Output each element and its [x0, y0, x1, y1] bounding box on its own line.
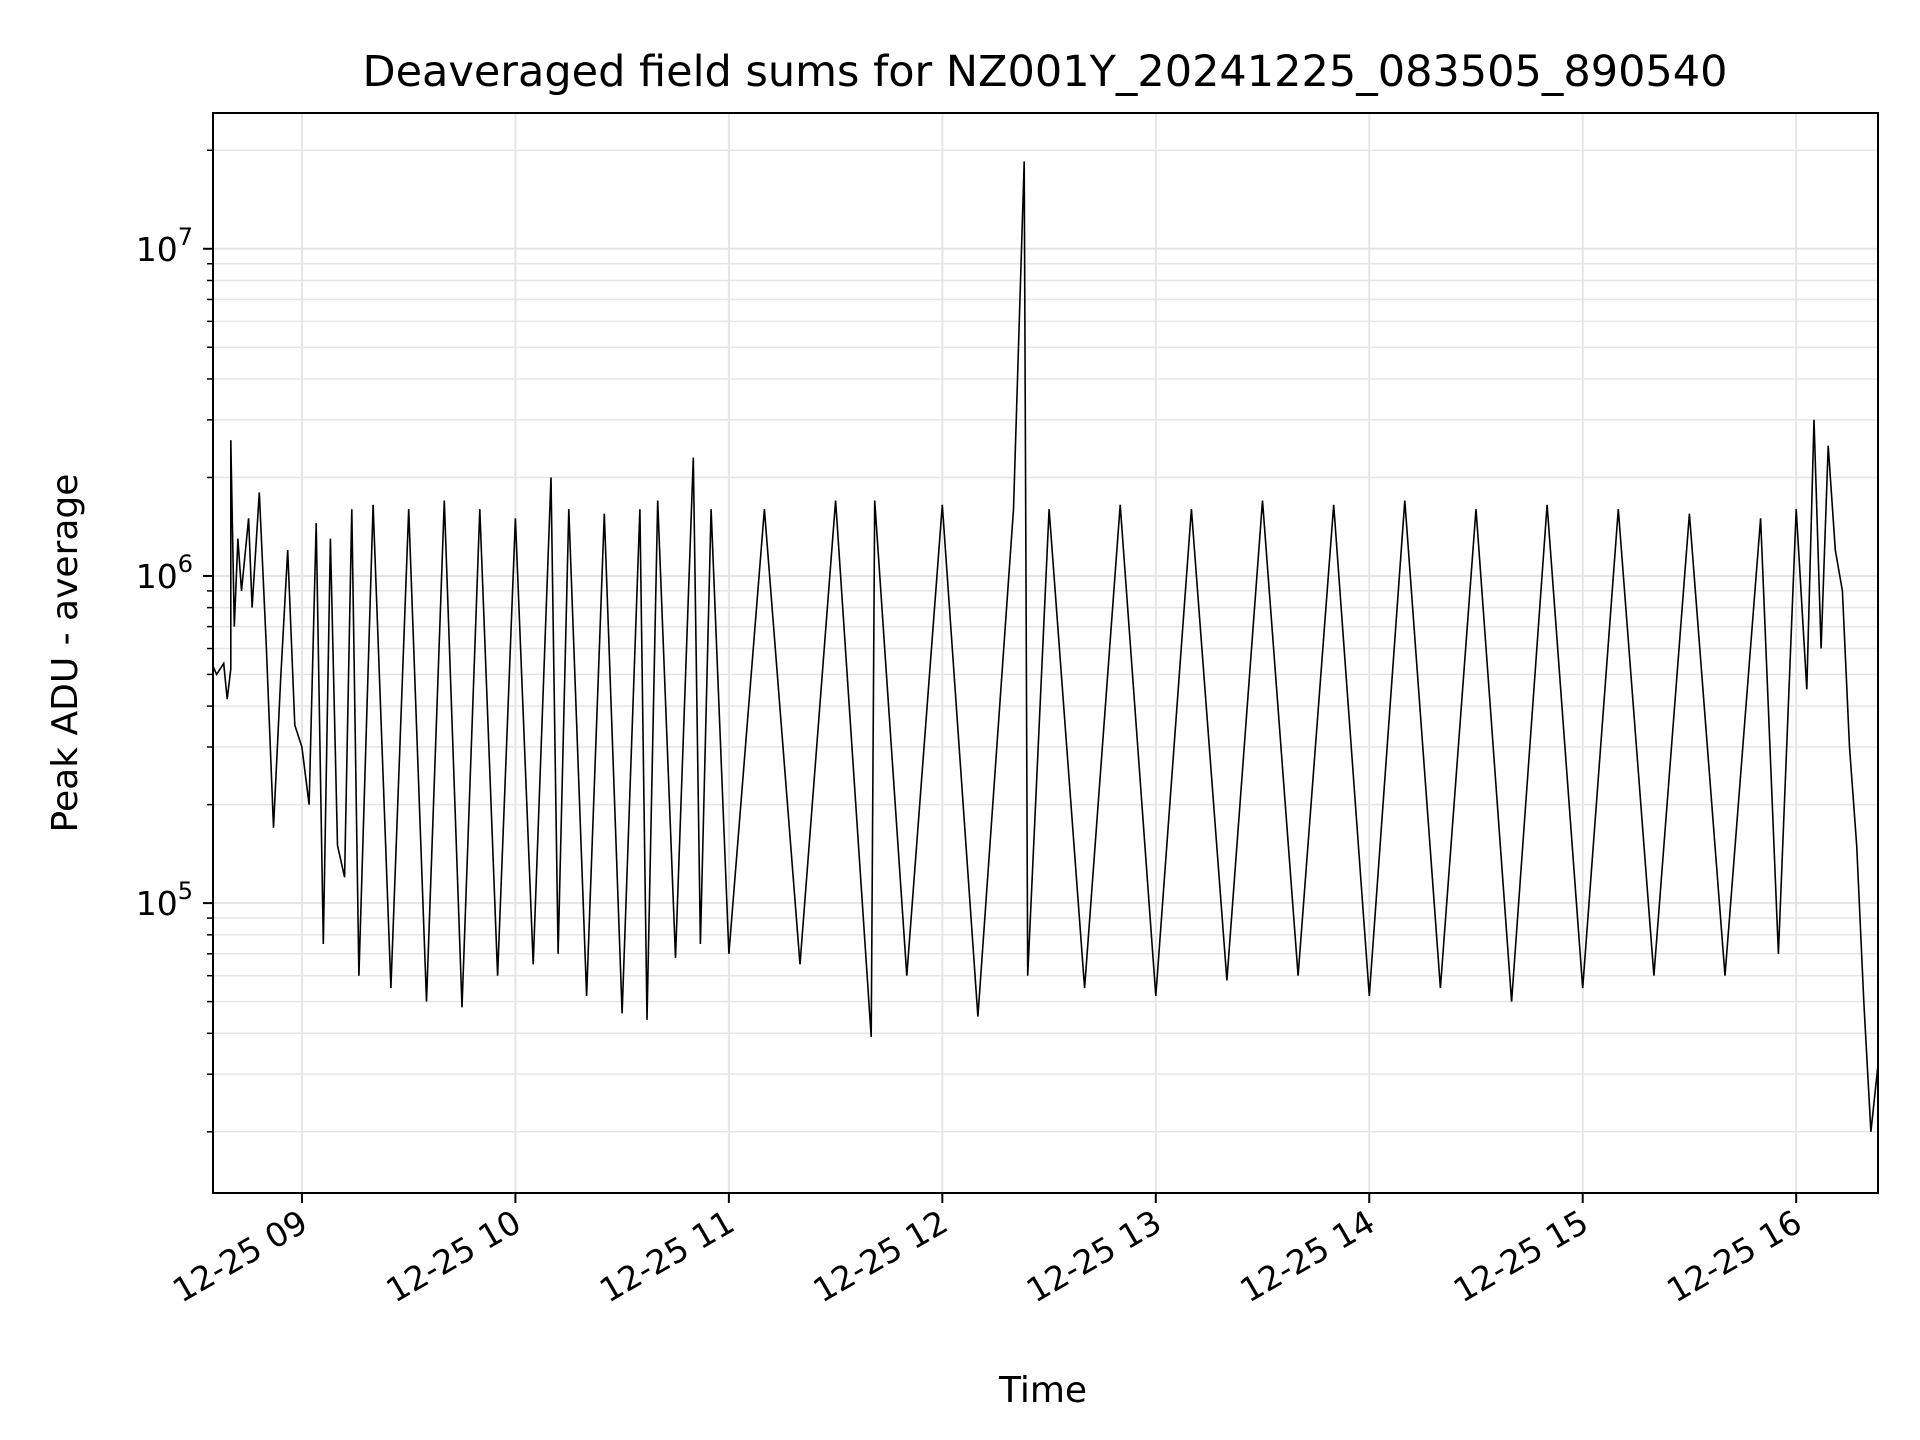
- y-axis-label: Peak ADU - average: [45, 474, 86, 833]
- x-axis-label: Time: [998, 1370, 1087, 1411]
- y-tick-label: 105: [136, 877, 193, 923]
- chart-title: Deaveraged field sums for NZ001Y_2024122…: [362, 47, 1727, 97]
- plot-frame: [212, 112, 1879, 1194]
- y-tick-label: 107: [136, 223, 193, 269]
- y-tick-label: 106: [136, 550, 193, 596]
- ticks: [203, 149, 1798, 1203]
- series-line: [212, 161, 1879, 1132]
- series-layer: [212, 161, 1879, 1132]
